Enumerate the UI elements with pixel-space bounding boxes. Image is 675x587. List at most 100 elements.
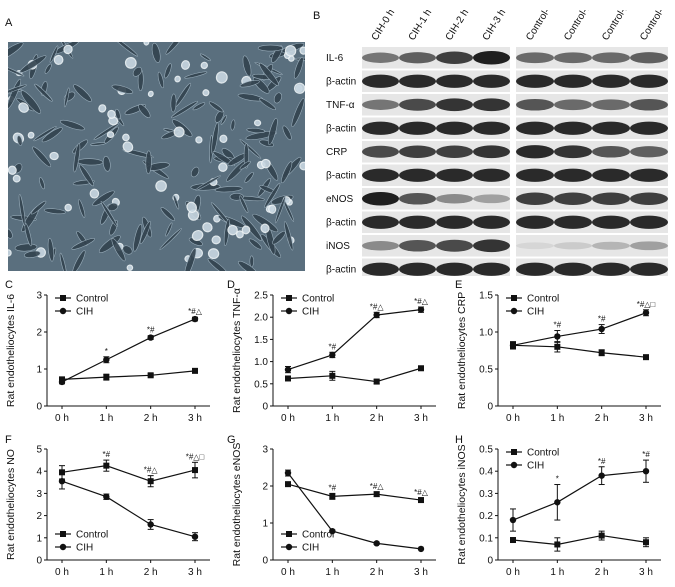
cell xyxy=(299,46,305,55)
cell xyxy=(191,229,204,242)
series-line-control xyxy=(287,483,422,501)
y-tick-label: 2 xyxy=(36,511,42,522)
control-blot-band xyxy=(554,74,592,88)
control-blot-band xyxy=(554,242,592,250)
cell xyxy=(151,42,161,63)
cih-blot-band xyxy=(362,168,399,182)
x-tick-label: 1 h xyxy=(99,413,113,424)
panel-label-e: E xyxy=(455,279,463,291)
cell xyxy=(72,250,86,271)
cell xyxy=(239,160,251,170)
control-blot-band xyxy=(554,262,592,276)
cell xyxy=(98,104,107,113)
x-tick-label: 0 h xyxy=(506,413,520,424)
cih-blot-band xyxy=(436,74,473,88)
cih-blot-band xyxy=(473,168,510,182)
x-tick-label: 0 h xyxy=(281,413,295,424)
data-point-cih xyxy=(642,309,650,316)
cell xyxy=(268,204,277,214)
legend-marker xyxy=(511,295,517,301)
cell xyxy=(30,200,47,215)
cell xyxy=(59,119,85,131)
cell xyxy=(20,90,41,114)
x-tick-label: 3 h xyxy=(414,567,428,578)
x-tick-label: 0 h xyxy=(55,413,69,424)
cell xyxy=(195,175,221,191)
x-tick-label: 3 h xyxy=(639,413,653,424)
data-point-cih xyxy=(284,469,292,477)
y-tick-label: 2 xyxy=(36,328,42,339)
data-point-cih xyxy=(147,521,154,528)
cell xyxy=(299,161,305,171)
cell xyxy=(246,127,266,134)
cell xyxy=(184,247,197,271)
x-tick-label: 2 h xyxy=(144,567,158,578)
data-point-control xyxy=(285,375,291,382)
cih-blot-band xyxy=(436,51,473,64)
data-point-cih xyxy=(191,533,199,540)
cell xyxy=(18,193,26,227)
y-tick-label: 0 xyxy=(487,402,493,413)
control-blot-band xyxy=(516,242,554,250)
data-point-control xyxy=(192,467,198,474)
data-point-control xyxy=(192,367,198,374)
cih-blot-band xyxy=(473,50,510,65)
significance-marker: *# xyxy=(554,321,562,330)
cell xyxy=(73,84,92,102)
legend-marker xyxy=(60,295,66,301)
data-point-cih xyxy=(417,545,425,553)
cih-column-header: CIH-2 h xyxy=(444,10,472,43)
data-point-cih xyxy=(103,493,110,500)
cell xyxy=(122,141,134,153)
cell xyxy=(294,56,304,79)
x-tick-label: 1 h xyxy=(99,567,113,578)
cell xyxy=(138,104,151,118)
data-point-cih xyxy=(417,306,425,313)
cih-column-header: CIH-1 h xyxy=(407,10,435,43)
y-tick-label: 0 xyxy=(36,402,42,413)
y-tick-label: 2 xyxy=(262,482,268,493)
cell xyxy=(238,260,258,271)
cell xyxy=(16,135,23,146)
cih-blot-band xyxy=(473,145,510,159)
cell xyxy=(211,235,221,245)
data-point-cih xyxy=(191,315,199,323)
cell xyxy=(253,119,262,127)
y-tick-label: 0.5 xyxy=(479,365,493,376)
control-blot-band xyxy=(630,215,668,229)
cell xyxy=(8,84,27,96)
x-tick-label: 3 h xyxy=(639,567,653,578)
chart-il6: 0 1 2 3 0 h 1 h 2 h 3 h Rat endotheliocytes IL-6… xyxy=(5,291,210,424)
data-point-control xyxy=(373,491,380,498)
legend-marker xyxy=(510,461,518,469)
cell xyxy=(8,228,13,239)
significance-marker: *#△ xyxy=(370,302,385,311)
cell xyxy=(199,53,211,62)
blot-row-label: eNOS xyxy=(326,194,354,205)
cell xyxy=(259,97,276,111)
data-point-cih xyxy=(598,472,605,479)
cell xyxy=(192,102,206,111)
chart-crp: 0 0.5 1.0 1.5 0 h 1 h 2 h 3 h Rat endotheliocyte… xyxy=(456,291,661,424)
cell xyxy=(71,238,95,250)
data-point-cih xyxy=(509,516,517,524)
cell xyxy=(173,195,180,210)
x-tick-label: 1 h xyxy=(550,413,564,424)
y-tick-label: 1.0 xyxy=(479,328,493,339)
cell xyxy=(275,195,286,224)
control-blot-band xyxy=(554,99,592,111)
control-blot-band xyxy=(630,98,668,111)
cell xyxy=(160,207,175,221)
cell xyxy=(49,151,59,161)
legend-label-control: Control xyxy=(527,448,559,459)
cell xyxy=(239,139,262,159)
significance-marker: *# xyxy=(329,483,337,492)
legend-marker xyxy=(285,307,293,315)
cell xyxy=(139,221,151,245)
series-line-control xyxy=(287,367,422,383)
cih-blot-band xyxy=(436,145,473,158)
control-column-header: Control-3 h xyxy=(638,10,672,43)
legend-label-control: Control xyxy=(76,294,108,305)
significance-marker: *# xyxy=(598,457,606,466)
legend-marker xyxy=(286,295,292,301)
